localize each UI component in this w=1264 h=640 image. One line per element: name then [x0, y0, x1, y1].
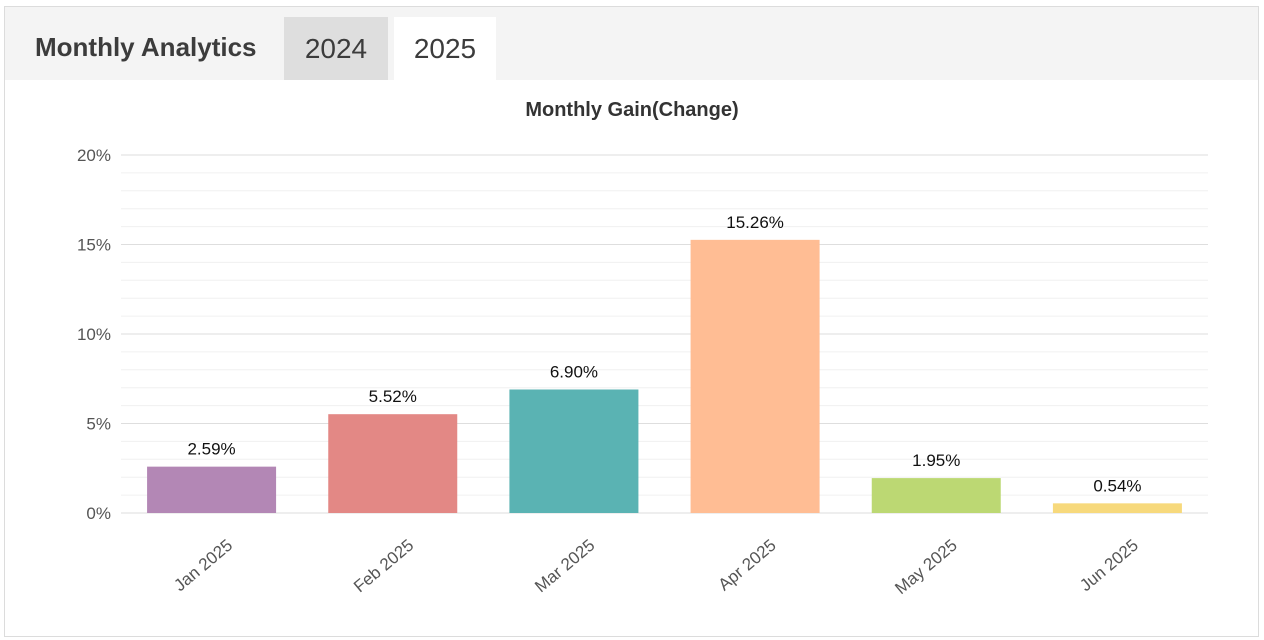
chart-title: Monthly Gain(Change)	[525, 99, 738, 121]
bar-jan-2025[interactable]	[147, 466, 277, 513]
data-label: 0.54%	[1093, 476, 1141, 495]
bar-may-2025[interactable]	[871, 478, 1001, 513]
bar-apr-2025[interactable]	[690, 239, 820, 513]
x-tick-label: Apr 2025	[715, 536, 780, 595]
bar-jun-2025[interactable]	[1052, 503, 1182, 513]
data-label: 15.26%	[726, 213, 784, 232]
data-label: 6.90%	[550, 362, 598, 381]
y-tick-label: 5%	[86, 415, 111, 434]
data-label: 5.52%	[369, 387, 417, 406]
bar-mar-2025[interactable]	[509, 389, 639, 513]
x-tick-label: Jun 2025	[1076, 536, 1142, 596]
y-tick-label: 10%	[77, 325, 111, 344]
monthly-analytics-widget: Monthly Analytics 2024 2025	[4, 6, 1259, 637]
widget-header: Monthly Analytics 2024 2025	[5, 7, 1258, 80]
x-tick-label: Mar 2025	[531, 536, 598, 597]
widget-title: Monthly Analytics	[35, 32, 257, 62]
x-tick-label: Feb 2025	[350, 536, 417, 597]
chart-gridlines	[121, 154, 1208, 514]
x-tick-label: May 2025	[891, 536, 960, 599]
chart-bars	[147, 239, 1182, 513]
data-label: 1.95%	[912, 451, 960, 470]
y-axis: 0% 5% 10% 15% 20%	[77, 146, 111, 523]
y-tick-label: 0%	[86, 504, 111, 523]
y-tick-label: 15%	[77, 236, 111, 255]
x-axis: Jan 2025 Feb 2025 Mar 2025 Apr 2025 May 2025…	[170, 536, 1142, 599]
x-tick-label: Jan 2025	[170, 536, 236, 596]
data-label: 2.59%	[187, 440, 235, 459]
chart-data-labels: 2.59% 5.52% 6.90% 15.26% 1.95% 0.54%	[187, 213, 1141, 495]
bar-feb-2025[interactable]	[328, 414, 458, 513]
tab-2025[interactable]: 2025	[394, 17, 496, 80]
y-tick-label: 20%	[77, 146, 111, 165]
tab-2024[interactable]: 2024	[284, 17, 388, 80]
